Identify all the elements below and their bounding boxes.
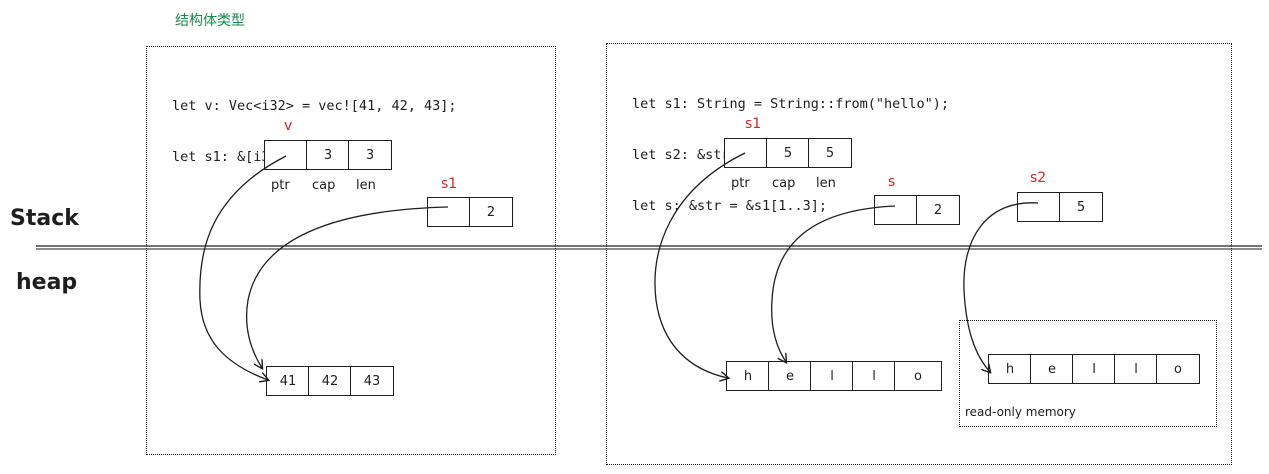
right-s1-field-ptr: ptr [731,176,750,191]
heap-cell: 41 [266,366,310,396]
left-frame [146,46,556,455]
right-s-name: s [888,174,896,190]
right-s2-name: s2 [1030,170,1047,186]
read-only-memory-label: read-only memory [965,405,1076,419]
v-name: v [284,118,293,134]
right-frame [606,43,1232,465]
left-s1-ptr-cell [427,197,471,227]
v-field-ptr: ptr [271,178,290,193]
right-s1-len-cell: 5 [808,138,852,168]
v-ptr-cell [264,140,308,170]
rom-char-cell: h [988,354,1032,384]
v-ptr-arrow [199,155,287,380]
v-len-cell: 3 [348,140,392,170]
left-s1-len-cell: 2 [469,197,513,227]
heap-cell: 42 [308,366,352,396]
right-code-line: let s1: String = String::from("hello"); [632,96,949,112]
right-s1-ptr-arrow [654,152,746,378]
left-s1-name: s1 [441,176,458,192]
v-cap-cell: 3 [306,140,350,170]
left-code-line: let v: Vec<i32> = vec![41, 42, 43]; [172,98,457,114]
right-s1-field-len: len [816,176,836,191]
heap-char-cell: o [894,361,942,391]
right-s1-name: s1 [745,116,762,132]
right-s-len-cell: 2 [916,195,960,225]
rom-char-cell: l [1072,354,1116,384]
right-s-ptr-arrow [771,205,896,362]
stack-label: Stack [10,206,79,231]
right-s2-ptr-cell [1017,192,1061,222]
rom-char-cell: l [1114,354,1158,384]
heap-label: heap [16,270,78,295]
read-only-memory-frame [959,320,1217,427]
rom-char-cell: e [1030,354,1074,384]
right-s2-ptr-arrow [963,202,1039,372]
right-s1-field-cap: cap [772,176,796,191]
heap-cell: 43 [350,366,394,396]
diagram-title: 结构体类型 [175,13,245,29]
heap-char-cell: l [852,361,896,391]
right-s2-len-cell: 5 [1059,192,1103,222]
v-field-cap: cap [312,178,336,193]
rom-char-cell: o [1156,354,1200,384]
left-s1-ptr-arrow [245,206,449,368]
v-field-len: len [356,178,376,193]
